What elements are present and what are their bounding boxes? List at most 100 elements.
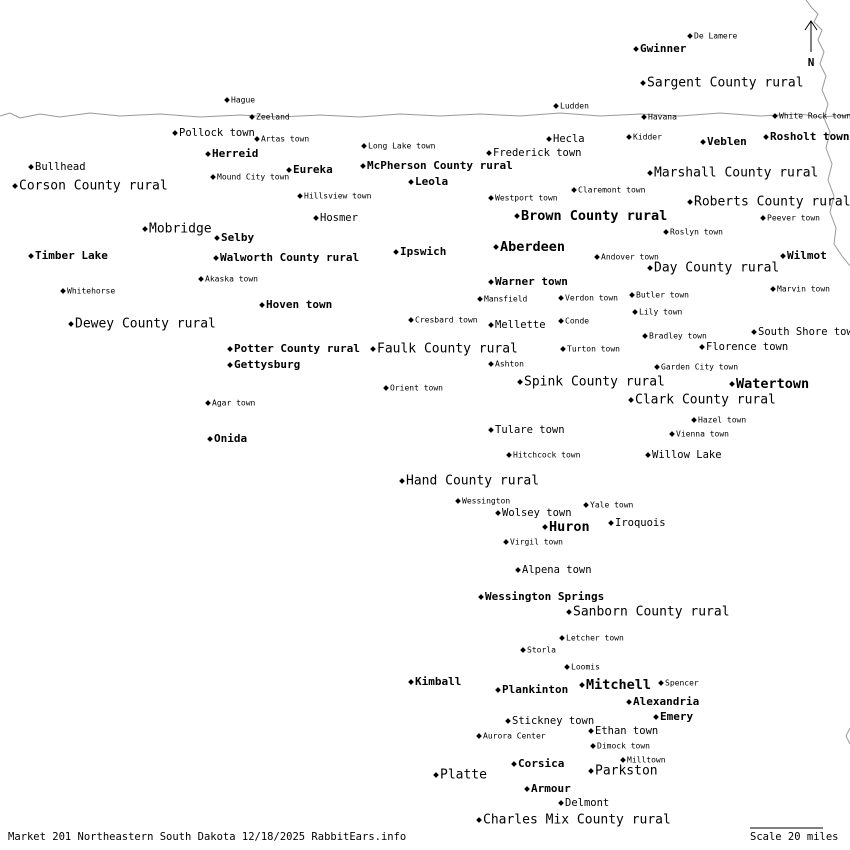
place-label: Bullhead: [35, 161, 86, 173]
place-marker: [517, 379, 523, 385]
place-label: Hosmer: [320, 212, 358, 224]
place-marker: [476, 733, 482, 739]
place-label: Turton town: [567, 345, 620, 354]
place-label: Leola: [415, 175, 448, 188]
place-label: Spink County rural: [524, 375, 665, 390]
place-marker: [488, 427, 494, 433]
place-label: Storla: [527, 646, 556, 655]
place-label: Roslyn town: [670, 228, 723, 237]
place-label: Walworth County rural: [220, 251, 359, 264]
place-marker: [399, 478, 405, 484]
place-marker: [594, 254, 600, 260]
place-marker: [700, 139, 706, 145]
place-label: Hand County rural: [406, 474, 539, 489]
place-marker: [205, 151, 211, 157]
place-label: Marvin town: [777, 285, 830, 294]
place-marker: [370, 346, 376, 352]
place-label: White Rock town: [779, 112, 850, 121]
place-marker: [514, 213, 520, 219]
place-marker: [546, 136, 552, 142]
place-marker: [571, 187, 577, 193]
place-label: Agar town: [212, 399, 256, 408]
place-label: Ashton: [495, 360, 524, 369]
place-label: Ludden: [560, 102, 589, 111]
place-marker: [506, 452, 512, 458]
place-label: Hague: [231, 96, 255, 105]
place-label: Armour: [531, 782, 571, 795]
place-marker: [478, 594, 484, 600]
place-marker: [360, 163, 366, 169]
place-label: Virgil town: [510, 538, 563, 547]
place-label: Willow Lake: [652, 449, 722, 461]
place-label: Kidder: [633, 133, 662, 142]
place-marker: [553, 103, 559, 109]
place-marker: [588, 728, 594, 734]
place-label: De Lamere: [694, 32, 738, 41]
place-label: Hitchcock town: [513, 451, 581, 460]
place-label: Garden City town: [661, 363, 738, 372]
place-marker: [699, 344, 705, 350]
place-marker: [579, 682, 585, 688]
place-marker: [313, 215, 319, 221]
place-label: Aberdeen: [500, 239, 565, 255]
place-label: Iroquois: [615, 517, 666, 529]
place-label: Wessington: [462, 497, 510, 506]
place-label: Delmont: [565, 797, 609, 809]
place-label: Letcher town: [566, 634, 624, 643]
place-label: Brown County rural: [521, 208, 667, 224]
place-marker: [361, 143, 367, 149]
place-label: Huron: [549, 519, 590, 535]
place-marker: [476, 817, 482, 823]
place-label: Mitchell: [586, 677, 651, 693]
place-marker: [488, 322, 494, 328]
place-marker: [633, 46, 639, 52]
place-label: Loomis: [571, 663, 600, 672]
place-marker: [628, 397, 634, 403]
place-marker: [297, 193, 303, 199]
place-marker: [558, 318, 564, 324]
place-label: Mansfield: [484, 295, 528, 304]
place-marker: [210, 174, 216, 180]
place-label: Charles Mix County rural: [483, 813, 671, 828]
place-label: Platte: [440, 768, 487, 783]
place-marker: [558, 295, 564, 301]
north-arrow-head: [804, 20, 818, 31]
place-label: Wilmot: [787, 249, 827, 262]
place-marker: [564, 664, 570, 670]
place-marker: [590, 743, 596, 749]
place-marker: [511, 761, 517, 767]
place-marker: [629, 292, 635, 298]
place-label: Day County rural: [654, 261, 779, 276]
place-marker: [488, 195, 494, 201]
place-label: Westport town: [495, 194, 558, 203]
place-label: Yale town: [590, 501, 634, 510]
state-border: [845, 727, 850, 745]
place-label: Cresbard town: [415, 316, 478, 325]
place-marker: [560, 346, 566, 352]
places: De Lamere Gwinner Sargent County rural Hagu…: [12, 32, 850, 828]
place-label: Havana: [648, 113, 677, 122]
place-marker: [172, 130, 178, 136]
place-label: Eureka: [293, 163, 333, 176]
place-marker: [455, 498, 461, 504]
place-label: Plankinton: [502, 683, 568, 696]
place-marker: [620, 757, 626, 763]
place-label: Aurora Center: [483, 732, 546, 741]
place-marker: [286, 167, 292, 173]
place-marker: [488, 279, 494, 285]
place-marker: [408, 679, 414, 685]
place-marker: [687, 199, 693, 205]
place-marker: [760, 215, 766, 221]
place-marker: [495, 510, 501, 516]
place-marker: [524, 786, 530, 792]
place-marker: [393, 249, 399, 255]
place-label: Potter County rural: [234, 342, 360, 355]
place-label: Corson County rural: [19, 179, 168, 194]
place-label: Stickney town: [512, 715, 594, 727]
place-marker: [751, 329, 757, 335]
place-label: Long Lake town: [368, 142, 436, 151]
place-label: Emery: [660, 710, 693, 723]
place-label: Warner town: [495, 275, 568, 288]
place-marker: [653, 714, 659, 720]
